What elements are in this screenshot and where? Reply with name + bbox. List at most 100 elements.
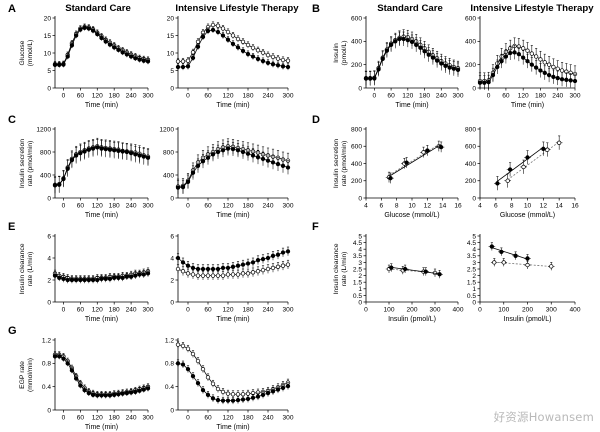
data-point xyxy=(180,260,186,265)
data-point xyxy=(280,64,286,69)
y-tick-label: 1 xyxy=(358,286,362,293)
y-tick-label: 2 xyxy=(472,273,476,280)
data-point xyxy=(240,149,246,155)
data-point xyxy=(220,265,226,271)
y-axis-label: (pmol/L) xyxy=(341,41,348,66)
data-point xyxy=(103,39,108,44)
x-tick-label: 240 xyxy=(126,203,137,210)
data-point xyxy=(260,256,266,262)
data-point xyxy=(103,393,108,398)
series-open xyxy=(490,258,555,271)
data-point xyxy=(57,354,62,359)
data-point xyxy=(389,265,394,270)
data-point xyxy=(270,54,276,59)
x-tick-label: 60 xyxy=(204,203,212,210)
data-point xyxy=(275,264,281,269)
data-point xyxy=(195,39,201,44)
y-tick-label: 10 xyxy=(167,50,175,57)
panel-f1: F 00.511.522.533.544.55 0 100 200 300 400 Insul… xyxy=(312,221,464,323)
data-point xyxy=(255,56,261,62)
y-tick-label: 0.4 xyxy=(165,384,174,391)
y-tick-label: 200 xyxy=(351,178,362,185)
data-point xyxy=(388,42,394,47)
data-point xyxy=(185,179,191,185)
column-title-b: Intensive Lifestyle Therapy xyxy=(175,3,299,14)
data-point xyxy=(128,150,134,156)
data-point xyxy=(95,31,100,37)
x-tick-label: 16 xyxy=(454,203,462,210)
data-point xyxy=(451,66,456,71)
data-point xyxy=(568,78,573,83)
data-point xyxy=(215,386,221,392)
y-tick-label: 400 xyxy=(351,161,362,168)
data-point xyxy=(137,153,142,158)
x-tick-label: 100 xyxy=(383,307,394,314)
data-point xyxy=(200,367,206,372)
series-filled xyxy=(52,353,151,399)
data-point xyxy=(141,58,146,63)
x-axis-label: Time (min) xyxy=(85,212,118,219)
data-point xyxy=(533,65,539,70)
x-tick-label: 300 xyxy=(429,307,440,314)
data-point xyxy=(255,48,261,53)
y-tick-label: 800 xyxy=(465,126,476,133)
data-point xyxy=(141,154,146,159)
data-point xyxy=(275,56,281,61)
series-filled xyxy=(477,45,578,90)
data-point xyxy=(175,185,181,190)
data-point xyxy=(404,160,409,165)
series-open xyxy=(175,259,291,280)
x-tick-label: 0 xyxy=(62,307,66,314)
y-axis-label: Insulin secretion xyxy=(19,139,26,188)
data-point xyxy=(265,255,271,261)
data-point xyxy=(120,149,125,154)
panel-letter: D xyxy=(312,114,320,126)
series-filled xyxy=(388,263,443,279)
data-point xyxy=(116,148,121,154)
data-point xyxy=(255,269,261,274)
data-point xyxy=(90,277,96,283)
data-point xyxy=(546,62,552,67)
data-point xyxy=(90,28,96,33)
data-point xyxy=(205,266,211,272)
y-tick-label: 15 xyxy=(167,33,175,40)
data-point xyxy=(82,149,87,154)
y-tick-label: 5 xyxy=(472,233,476,240)
data-point xyxy=(280,263,286,268)
data-point xyxy=(190,272,196,277)
x-tick-label: 120 xyxy=(518,93,529,100)
data-point xyxy=(225,37,231,42)
data-point xyxy=(205,155,211,160)
data-point xyxy=(447,65,452,70)
y-tick-label: 2 xyxy=(47,277,51,284)
data-point xyxy=(423,269,428,274)
data-point xyxy=(200,266,206,272)
y-tick-label: 4 xyxy=(472,247,476,254)
data-point xyxy=(455,67,461,73)
data-point xyxy=(78,27,83,32)
data-point xyxy=(384,48,390,53)
data-point xyxy=(61,356,66,361)
data-point xyxy=(235,148,241,153)
y-tick-label: 2 xyxy=(170,277,174,284)
data-point xyxy=(175,266,181,272)
y-tick-label: 400 xyxy=(40,172,51,179)
x-tick-label: 0 xyxy=(478,307,482,314)
y-tick-label: 0 xyxy=(170,195,174,202)
y-tick-label: 800 xyxy=(163,149,174,156)
y-tick-label: 600 xyxy=(351,144,362,151)
y-tick-label: 200 xyxy=(465,178,476,185)
y-tick-label: 600 xyxy=(465,15,476,22)
data-point xyxy=(270,265,276,271)
data-point xyxy=(521,46,526,51)
data-point xyxy=(210,381,216,386)
data-point xyxy=(275,387,281,392)
data-point xyxy=(443,63,448,68)
x-tick-label: 60 xyxy=(77,203,85,210)
data-point xyxy=(107,42,113,47)
x-tick-label: 6 xyxy=(379,203,383,210)
x-tick-label: 14 xyxy=(439,203,447,210)
data-point xyxy=(225,146,231,151)
y-axis-label: (mmol/L) xyxy=(27,40,34,67)
